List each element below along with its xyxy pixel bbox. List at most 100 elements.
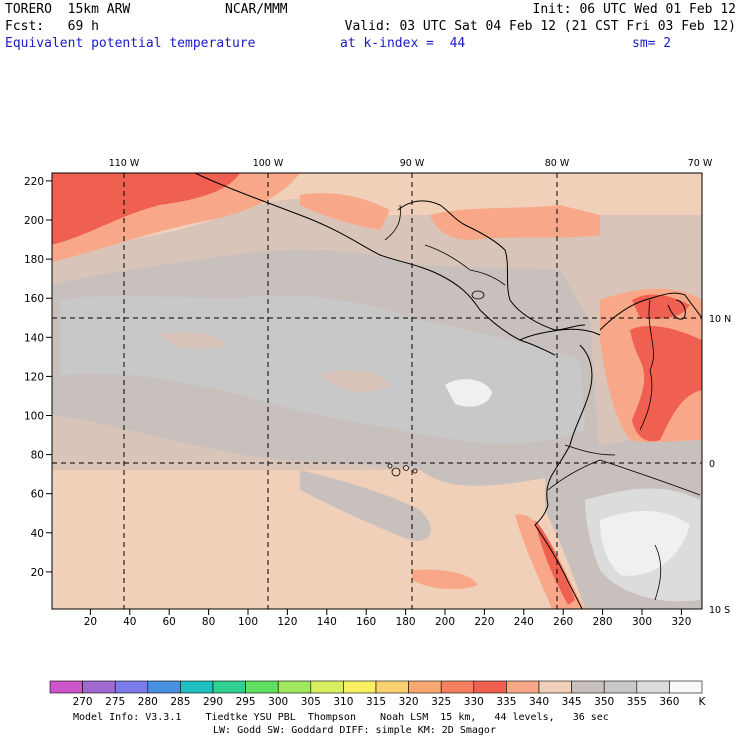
y-tick-label: 160 bbox=[24, 293, 44, 305]
longitude-labels: 110 W 100 W 90 W 80 W 70 W bbox=[109, 158, 713, 169]
hot-northwest bbox=[52, 173, 240, 245]
colorbar-label: 320 bbox=[399, 696, 419, 708]
colorbar-label: 280 bbox=[138, 696, 158, 708]
x-tick-label: 260 bbox=[553, 616, 573, 628]
colorbar-label: 310 bbox=[333, 696, 353, 708]
x-tick-label: 180 bbox=[396, 616, 416, 628]
y-tick-label: 200 bbox=[24, 215, 44, 227]
longitude-label: 70 W bbox=[688, 158, 713, 169]
warm-patch-south bbox=[412, 569, 478, 590]
border-colombia-venezuela bbox=[639, 299, 654, 431]
border-nicaragua bbox=[469, 269, 506, 286]
y-tick-label: 20 bbox=[31, 567, 44, 579]
border-peru-brazil bbox=[599, 459, 701, 496]
colorbar-swatch bbox=[571, 680, 605, 694]
x-tick-label: 60 bbox=[163, 616, 176, 628]
graticule bbox=[52, 173, 702, 609]
colorbar-label: 325 bbox=[431, 696, 451, 708]
island-isabela bbox=[391, 467, 401, 477]
colorbar-swatch bbox=[636, 680, 670, 694]
map-panel bbox=[52, 173, 702, 609]
colorbar-swatch bbox=[114, 680, 149, 694]
colorbar-swatch bbox=[180, 680, 214, 694]
x-tick-label: 120 bbox=[277, 616, 297, 628]
colorbar-swatch bbox=[82, 680, 116, 694]
smoothing-label: sm= 2 bbox=[632, 36, 672, 51]
longitude-label: 80 W bbox=[545, 158, 570, 169]
coastlines bbox=[194, 173, 702, 609]
colorbar-label: 295 bbox=[236, 696, 256, 708]
colorbar-label: 350 bbox=[594, 696, 614, 708]
x-tick-label: 80 bbox=[202, 616, 215, 628]
x-tick-label: 220 bbox=[474, 616, 494, 628]
island-santa-cruz bbox=[403, 465, 409, 471]
x-tick-label: 160 bbox=[356, 616, 376, 628]
map-frame bbox=[51, 172, 703, 610]
border-mexico-guatemala bbox=[384, 204, 401, 241]
island-san-cristobal bbox=[412, 468, 418, 474]
colorbar-swatch bbox=[473, 680, 507, 694]
y-tick-label: 60 bbox=[31, 489, 44, 501]
colorbar-swatch bbox=[245, 680, 279, 694]
colorbar-swatch bbox=[147, 680, 181, 694]
y-tick-label: 100 bbox=[24, 411, 44, 423]
longitude-label: 110 W bbox=[109, 158, 140, 169]
country-borders bbox=[384, 204, 701, 601]
border-colombia-ecuador bbox=[564, 444, 616, 456]
colorbar-label: 315 bbox=[366, 696, 386, 708]
x-tick-label: 200 bbox=[435, 616, 455, 628]
model-info-line2: LW: Godd SW: Goddard DIFF: simple KM: 2D… bbox=[213, 725, 496, 736]
colorbar-swatch bbox=[277, 680, 312, 694]
y-tick-label: 140 bbox=[24, 332, 44, 344]
longitude-label: 90 W bbox=[400, 158, 425, 169]
colorbar-label: 285 bbox=[170, 696, 190, 708]
x-tick-label: 100 bbox=[238, 616, 258, 628]
border-peru-bolivia bbox=[654, 544, 662, 601]
model-name: TORERO 15km ARW bbox=[5, 2, 131, 17]
x-tick-label: 40 bbox=[123, 616, 136, 628]
y-tick-label: 220 bbox=[24, 176, 44, 188]
colorbar-label: 355 bbox=[627, 696, 647, 708]
colorbar-label: 290 bbox=[203, 696, 223, 708]
coast-mexico-central-america bbox=[194, 173, 556, 356]
x-tick-label: 320 bbox=[671, 616, 691, 628]
colorbar-swatch bbox=[343, 680, 377, 694]
colorbar-label: 330 bbox=[464, 696, 484, 708]
init-time: Init: 06 UTC Wed 01 Feb 12 bbox=[532, 2, 737, 17]
y-tick-label: 80 bbox=[31, 450, 44, 462]
x-tick-label: 300 bbox=[632, 616, 652, 628]
x-tick-label: 240 bbox=[514, 616, 534, 628]
colorbar-swatch bbox=[375, 680, 409, 694]
island-fernandina bbox=[387, 463, 393, 469]
warm-blob-1 bbox=[320, 370, 390, 392]
coldest-andes bbox=[600, 510, 690, 576]
colorbar-swatch bbox=[603, 680, 638, 694]
hot-colombia bbox=[630, 325, 702, 442]
colorbar-swatch bbox=[310, 680, 344, 694]
level-label: at k-index = 44 bbox=[340, 36, 466, 51]
colorbar-label: 270 bbox=[73, 696, 93, 708]
colorbar-label: 360 bbox=[659, 696, 679, 708]
colorbar-label: 335 bbox=[496, 696, 516, 708]
grey-tongue-south bbox=[300, 470, 431, 541]
x-axis: 20 40 60 80 100 120 140 160 180 200 220 240 260 280 30… bbox=[84, 609, 691, 628]
coast-ecuador-peru bbox=[534, 469, 583, 609]
border-central-america bbox=[424, 244, 471, 271]
latitude-label: 0 bbox=[709, 459, 715, 470]
colorbar-label: 340 bbox=[529, 696, 549, 708]
colorbar-label: 305 bbox=[301, 696, 321, 708]
hot-venezuela bbox=[632, 294, 690, 319]
cold-patch-ocean bbox=[445, 379, 492, 407]
lake-nicaragua bbox=[471, 290, 485, 300]
warm-northwest-edge bbox=[52, 173, 300, 262]
coast-panama bbox=[519, 328, 601, 341]
y-tick-label: 40 bbox=[31, 528, 44, 540]
colorbar-swatch bbox=[669, 680, 703, 694]
x-tick-label: 140 bbox=[317, 616, 337, 628]
coast-caribbean-sa bbox=[599, 292, 702, 331]
colorbar-swatch bbox=[440, 680, 475, 694]
colorbar-swatch bbox=[49, 680, 83, 694]
colorbar: 270 275 280 285 290 295 300 305 310 315 320 325 330 3… bbox=[49, 680, 707, 708]
colorbar-label: 345 bbox=[562, 696, 582, 708]
